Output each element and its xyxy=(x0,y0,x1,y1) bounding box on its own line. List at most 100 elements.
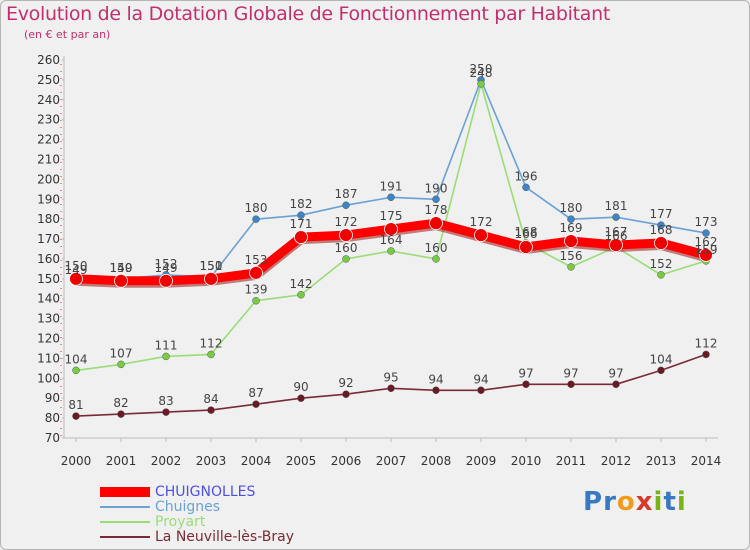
data-label: 112 xyxy=(200,336,223,350)
data-label: 167 xyxy=(605,225,628,239)
data-label: 92 xyxy=(338,376,353,390)
data-label: 166 xyxy=(515,227,538,241)
data-point xyxy=(477,386,485,395)
data-point xyxy=(384,222,398,237)
y-tick-labels: 70 80 90 100 110 120 130 140 150 160 170 180 190 200 2… xyxy=(37,53,60,445)
data-label: 150 xyxy=(200,259,223,273)
data-point xyxy=(474,228,488,242)
legend-label: La Neuville-lès-Bray xyxy=(155,529,294,545)
chart-title: Evolution de la Dotation Globale de Fonc… xyxy=(6,3,611,25)
axes xyxy=(60,56,718,442)
y-tick-label: 70 xyxy=(45,431,60,445)
y-tick-label: 140 xyxy=(37,292,60,306)
data-point xyxy=(432,386,440,395)
data-label: 250 xyxy=(470,62,493,76)
x-tick-label: 2003 xyxy=(196,454,227,468)
data-point xyxy=(159,273,173,288)
data-label: 248 xyxy=(470,66,493,80)
logo-letter: x xyxy=(635,487,654,517)
data-label: 87 xyxy=(248,386,263,400)
y-tick-label: 90 xyxy=(45,391,60,405)
legend-item: La Neuville-lès-Bray xyxy=(100,529,360,545)
data-point xyxy=(297,291,305,299)
data-label: 172 xyxy=(335,215,358,229)
data-label: 173 xyxy=(695,215,718,229)
data-label: 149 xyxy=(155,261,178,275)
logo-letter: r xyxy=(603,487,617,517)
data-point xyxy=(432,195,440,204)
data-point xyxy=(522,380,530,389)
legend-item: CHUIGNOLLES xyxy=(100,484,360,500)
data-label: 180 xyxy=(560,201,583,215)
data-label: 164 xyxy=(380,233,403,247)
y-tick-label: 160 xyxy=(37,252,60,266)
data-label: 162 xyxy=(695,235,718,249)
logo-letter: o xyxy=(616,487,636,517)
data-point xyxy=(162,352,170,361)
data-label: 150 xyxy=(65,259,88,273)
data-label: 94 xyxy=(473,372,488,386)
data-point xyxy=(702,350,710,359)
data-point xyxy=(519,240,533,254)
legend-swatch xyxy=(100,521,150,523)
data-point xyxy=(429,216,443,231)
data-label: 171 xyxy=(290,217,313,231)
data-label: 111 xyxy=(155,338,178,352)
x-tick-label: 2009 xyxy=(466,454,497,468)
data-point xyxy=(657,271,665,279)
y-tick-label: 120 xyxy=(37,332,60,346)
y-tick-label: 110 xyxy=(37,351,60,365)
logo-letter: t xyxy=(663,487,677,517)
y-tick-label: 240 xyxy=(37,93,60,107)
proxiti-logo: Proxiti xyxy=(583,487,687,517)
data-label: 84 xyxy=(203,392,218,406)
data-point xyxy=(699,248,713,262)
y-tick-label: 100 xyxy=(37,371,60,385)
data-label: 175 xyxy=(380,209,403,223)
y-tick-label: 220 xyxy=(37,133,60,147)
data-point xyxy=(522,183,530,192)
data-point xyxy=(657,366,665,375)
chart-subtitle: (en € et par an) xyxy=(24,28,111,41)
logo-letter: i xyxy=(676,487,687,517)
data-label: 177 xyxy=(650,207,673,221)
data-point xyxy=(252,215,260,223)
data-point xyxy=(609,238,623,252)
data-point xyxy=(342,201,350,209)
legend-swatch xyxy=(100,536,150,538)
x-tick-label: 2010 xyxy=(511,454,542,468)
data-point xyxy=(612,213,620,221)
x-tick-label: 2014 xyxy=(691,454,722,468)
legend-swatch xyxy=(100,487,150,497)
x-tick-label: 2002 xyxy=(151,454,182,468)
data-point xyxy=(294,230,308,244)
data-label: 168 xyxy=(650,223,673,237)
x-tick-label: 2012 xyxy=(601,454,632,468)
data-label: 104 xyxy=(65,352,88,366)
data-label: 187 xyxy=(335,187,358,201)
data-point xyxy=(207,350,215,359)
data-label: 196 xyxy=(515,169,538,183)
data-label: 178 xyxy=(425,203,448,217)
data-label: 159 xyxy=(695,243,718,257)
data-point xyxy=(252,400,260,408)
x-tick-label: 2001 xyxy=(106,454,137,468)
logo-letter: P xyxy=(583,487,604,517)
legend: CHUIGNOLLES Chuignes Proyart La Neuville-lè… xyxy=(100,484,360,545)
data-point xyxy=(252,296,260,305)
data-label: 112 xyxy=(695,336,718,350)
y-tick-label: 170 xyxy=(37,232,60,246)
data-point xyxy=(432,255,440,263)
y-tick-label: 210 xyxy=(37,152,60,166)
data-label: 149 xyxy=(110,261,133,275)
data-label: 107 xyxy=(110,346,133,360)
data-point xyxy=(72,366,80,375)
series-markers xyxy=(69,76,713,420)
data-label: 172 xyxy=(470,215,493,229)
x-tick-label: 2013 xyxy=(646,454,677,468)
legend-label: Chuignes xyxy=(155,499,221,515)
data-point xyxy=(567,215,575,223)
data-point xyxy=(567,380,575,389)
data-label: 160 xyxy=(425,241,448,255)
